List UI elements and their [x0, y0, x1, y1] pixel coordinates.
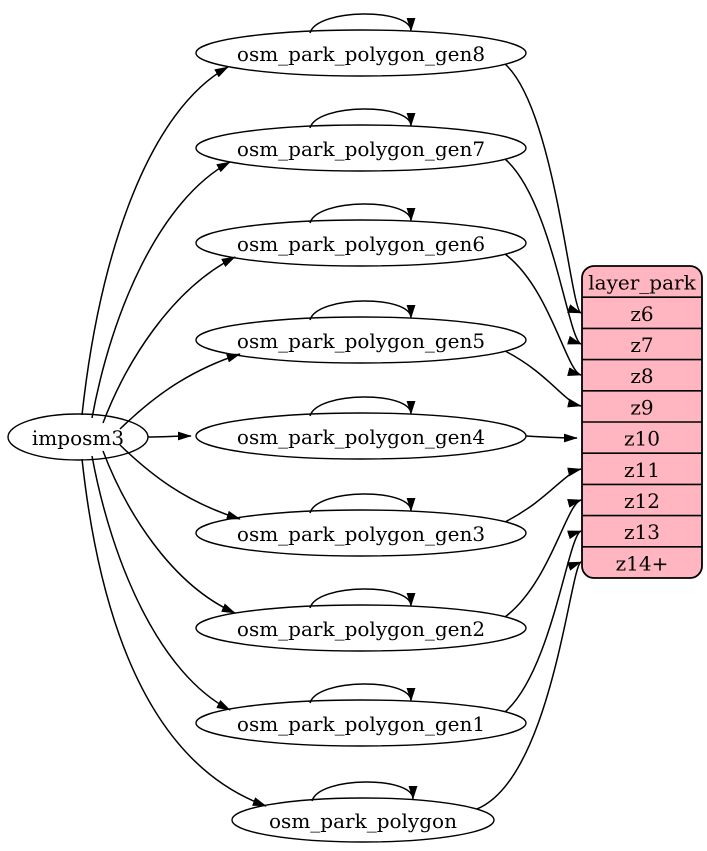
edge-osm-park-polygon-gen8-to-layer-park-z6: [504, 63, 582, 314]
edge-osm-park-polygon-gen2-to-layer-park-z12: [504, 499, 582, 618]
table-row-label-z14: z14+: [616, 551, 669, 575]
edge-imposm3-to-osm-park-polygon-gen3: [119, 444, 241, 520]
node-label-osm-park-polygon-gen1: osm_park_polygon_gen1: [237, 712, 485, 736]
edge-osm-park-polygon-to-osm-park-polygon: [311, 781, 418, 802]
edge-osm-park-polygon-to-layer-park-z14: [476, 561, 582, 810]
edge-osm-park-polygon-gen1-to-osm-park-polygon-gen1: [309, 683, 416, 704]
edge-osm-park-polygon-gen4-to-osm-park-polygon-gen4: [309, 396, 416, 417]
edge-imposm3-to-osm-park-polygon: [81, 458, 267, 807]
node-label-osm-park-polygon-gen6: osm_park_polygon_gen6: [237, 232, 485, 256]
node-label-osm-park-polygon-gen3: osm_park_polygon_gen3: [237, 522, 485, 546]
edge-osm-park-polygon-gen2-to-osm-park-polygon-gen2: [309, 588, 416, 609]
table-row-label-z10: z10: [624, 427, 660, 451]
node-osm-park-polygon-gen5: [195, 316, 527, 364]
edge-osm-park-polygon-gen7-to-layer-park-z7: [504, 158, 582, 345]
edge-imposm3-to-osm-park-polygon-gen4: [147, 431, 192, 441]
edge-osm-park-polygon-gen8-to-osm-park-polygon-gen8: [309, 13, 416, 34]
table-row-label-z6: z6: [630, 302, 653, 326]
node-osm-park-polygon-gen2: [195, 604, 527, 652]
table-row-label-z13: z13: [624, 520, 660, 544]
node-osm-park-polygon-gen1: [195, 699, 527, 747]
edge-imposm3-to-osm-park-polygon-gen1: [91, 455, 231, 711]
table-row-label-z8: z8: [630, 364, 653, 388]
edge-imposm3-to-osm-park-polygon-gen6: [102, 256, 236, 424]
node-label-osm-park-polygon-gen2: osm_park_polygon_gen2: [237, 617, 485, 641]
edge-osm-park-polygon-gen6-to-osm-park-polygon-gen6: [309, 203, 416, 224]
edge-imposm3-to-osm-park-polygon-gen8: [81, 66, 229, 416]
edge-osm-park-polygon-gen6-to-layer-park-z8: [504, 253, 582, 376]
edge-osm-park-polygon-gen5-to-osm-park-polygon-gen5: [309, 300, 416, 321]
node-label-osm-park-polygon-gen8: osm_park_polygon_gen8: [237, 42, 485, 66]
node-osm-park-polygon-gen8: [195, 29, 527, 77]
node-osm-park-polygon: [231, 797, 495, 843]
node-label-imposm3: imposm3: [32, 426, 124, 450]
edge-imposm3-to-osm-park-polygon-gen5: [119, 353, 241, 430]
edge-osm-park-polygon-gen1-to-layer-park-z13: [504, 530, 582, 713]
node-osm-park-polygon-gen3: [195, 509, 527, 557]
node-label-osm-park-polygon-gen4: osm_park_polygon_gen4: [237, 425, 485, 449]
node-label-osm-park-polygon-gen5: osm_park_polygon_gen5: [237, 329, 485, 353]
table-row-label-z7: z7: [630, 333, 653, 357]
edge-imposm3-to-osm-park-polygon-gen7: [91, 161, 231, 419]
node-label-osm-park-polygon-gen7: osm_park_polygon_gen7: [237, 137, 485, 161]
layer-park-title: layer_park: [588, 271, 696, 295]
table-row-label-z9: z9: [630, 395, 653, 419]
edge-osm-park-polygon-gen3-to-layer-park-z11: [504, 467, 582, 523]
node-label-osm-park-polygon: osm_park_polygon: [269, 809, 457, 833]
table-row-label-z12: z12: [624, 489, 660, 513]
edge-osm-park-polygon-gen7-to-osm-park-polygon-gen7: [309, 108, 416, 129]
edge-osm-park-polygon-gen3-to-osm-park-polygon-gen3: [309, 493, 416, 514]
edge-osm-park-polygon-gen5-to-layer-park-z9: [504, 350, 582, 408]
edge-imposm3-to-osm-park-polygon-gen2: [102, 450, 236, 614]
table-row-label-z11: z11: [624, 458, 660, 482]
edge-osm-park-polygon-gen4-to-layer-park-z10: [525, 433, 578, 443]
node-osm-park-polygon-gen6: [195, 219, 527, 267]
node-osm-park-polygon-gen7: [195, 124, 527, 172]
